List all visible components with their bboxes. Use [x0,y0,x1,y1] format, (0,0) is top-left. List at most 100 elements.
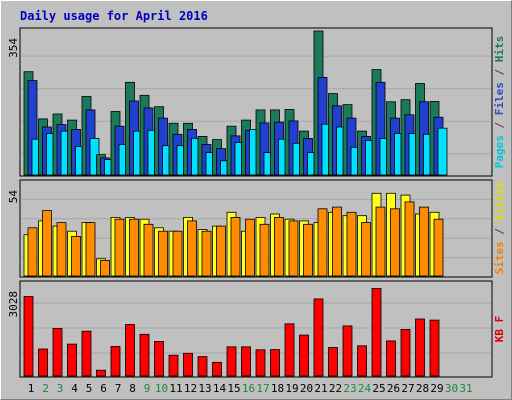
bar-sites-day-21 [317,208,328,277]
bar-sites-day-29 [433,218,444,277]
bar-kb-f-day-5 [81,330,92,377]
x-tick-day-29: 29 [430,382,443,395]
x-tick-day-20: 20 [300,382,313,395]
legend-mid: Sites / Visits [493,182,506,275]
bar-sites-day-28 [419,206,429,277]
bar-kb-f-day-10 [154,340,164,377]
x-tick-day-12: 12 [184,382,197,395]
bar-kb-f-day-1 [23,296,34,377]
x-tick-day-16: 16 [242,382,255,395]
x-tick-day-4: 4 [71,382,78,395]
x-tick-day-7: 7 [115,382,122,395]
bar-kb-f-day-13 [197,356,208,377]
x-tick-day-25: 25 [372,382,385,395]
legend-part: / [493,115,506,135]
hits-files-pages-panel [19,27,493,177]
x-tick-day-19: 19 [285,382,298,395]
bar-sites-day-18 [274,216,284,277]
bar-sites-day-27 [404,201,415,277]
chart-title: Daily usage for April 2016 [20,9,208,23]
x-tick-day-28: 28 [416,382,429,395]
legend-part: Visits [493,182,506,222]
bar-kb-f-day-3 [52,327,63,377]
bar-sites-day-8 [129,218,139,277]
bar-sites-day-19 [288,220,299,277]
bar-sites-day-24 [361,222,371,277]
bar-sites-day-26 [390,208,400,277]
legend-part: / [493,221,506,241]
bar-kb-f-day-20 [299,334,309,377]
legend-part: Hits [493,36,506,63]
x-tick-day-30: 30 [445,382,458,395]
legend-bot: KB F [493,316,506,343]
x-tick-day-17: 17 [256,382,269,395]
x-tick-day-10: 10 [155,382,168,395]
bar-sites-day-2 [42,210,52,277]
bar-kb-f-day-21 [313,298,324,377]
bar-kb-f-day-16 [241,346,251,377]
x-axis-day-labels: 1 2 3 4 5 6 7 8 9 10 11 12 13 14 15 16 17 18 19 20 21 22 23 24 2… [28,382,473,395]
x-tick-day-2: 2 [42,382,49,395]
kbf-panel [19,280,493,378]
bar-kb-f-day-23 [342,325,353,377]
bar-kb-f-day-25 [371,288,382,377]
bar-sites-day-16 [245,218,255,277]
max-label-top: 354 [7,38,20,58]
bar-sites-day-11 [172,230,183,277]
bar-kb-f-day-29 [429,319,440,377]
x-tick-day-6: 6 [100,382,107,395]
x-tick-day-15: 15 [227,382,240,395]
visits-sites-panel [19,179,493,278]
bar-sites-day-20 [303,223,313,277]
x-tick-day-8: 8 [129,382,136,395]
bar-kb-f-day-17 [255,349,266,377]
bar-sites-day-6 [100,260,110,277]
legend-bot: KB F [493,316,506,343]
bar-kb-f-day-2 [38,348,48,377]
bar-sites-day-5 [85,222,96,277]
x-tick-day-31: 31 [459,382,472,395]
bar-sites-day-4 [71,235,81,277]
x-tick-day-14: 14 [213,382,227,395]
bar-sites-day-13 [201,230,212,277]
x-tick-day-3: 3 [57,382,64,395]
bar-kb-f-day-4 [67,343,77,377]
bar-kb-f-day-15 [226,346,237,377]
x-tick-day-1: 1 [28,382,35,395]
bar-sites-day-14 [216,225,226,277]
bar-sites-day-10 [158,230,168,277]
legend-part: Files [493,82,506,115]
bar-kb-f-day-14 [212,361,222,377]
bar-kb-f-day-6 [96,369,106,377]
legend-part: Pages [493,135,506,168]
x-tick-day-13: 13 [198,382,211,395]
legend-top: Pages / Files / Hits [493,36,506,169]
bar-kb-f-day-9 [139,333,150,377]
legend-part: KB F [493,316,506,343]
x-tick-day-27: 27 [401,382,414,395]
bar-pages-day-29 [437,127,448,176]
bar-sites-day-23 [346,211,357,277]
bar-sites-day-25 [375,206,386,277]
bar-kb-f-day-26 [386,340,396,377]
bar-kb-f-day-27 [400,328,411,377]
bar-kb-f-day-8 [125,324,135,377]
legend-mid: Sites / Visits [493,182,506,275]
bar-kb-f-day-11 [168,354,179,377]
x-tick-day-9: 9 [144,382,151,395]
bar-kb-f-day-28 [415,318,425,377]
bar-kb-f-day-12 [183,352,193,377]
bar-kb-f-day-18 [270,349,280,377]
x-tick-day-18: 18 [271,382,284,395]
bar-kb-f-day-24 [357,345,367,377]
bar-kb-f-day-7 [110,346,121,377]
bar-kb-f-day-22 [328,347,338,377]
x-tick-day-24: 24 [358,382,372,395]
bar-sites-day-9 [143,223,154,277]
max-label-bot: 3028 [7,291,20,318]
legend-part: Sites [493,241,506,274]
bar-sites-day-12 [187,220,197,277]
x-tick-day-11: 11 [169,382,182,395]
x-tick-day-26: 26 [387,382,400,395]
